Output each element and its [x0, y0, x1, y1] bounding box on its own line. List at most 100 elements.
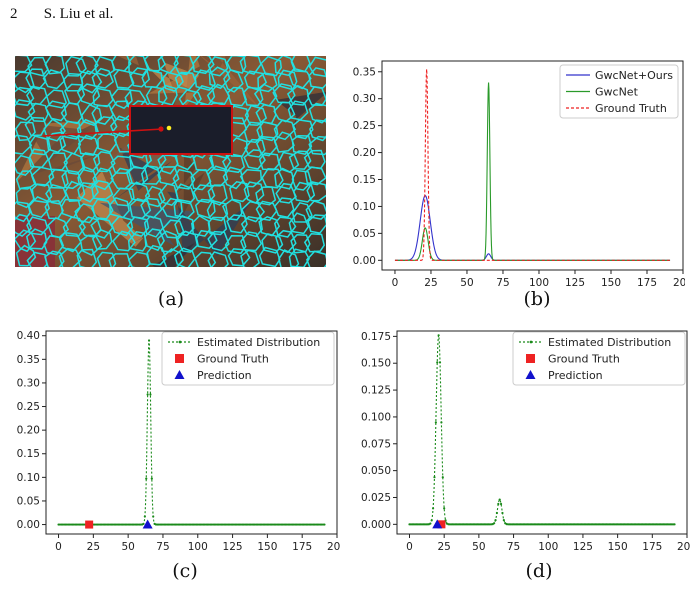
- prediction-marker: [142, 519, 153, 529]
- distribution-point: [143, 515, 146, 518]
- caption-a: (a): [157, 288, 185, 310]
- y-tick-label: 0.10: [17, 472, 40, 484]
- y-tick-label: 0.40: [17, 330, 40, 342]
- superpixel-cell: [207, 165, 229, 187]
- x-tick-label: 175: [642, 541, 662, 553]
- distribution-point: [438, 361, 442, 364]
- y-tick-label: 0.175: [361, 331, 391, 343]
- x-tick-label: 125: [565, 277, 585, 289]
- distribution-point: [498, 498, 501, 501]
- superpixel-cell: [113, 69, 135, 89]
- legend-box: [161, 331, 335, 386]
- x-tick-label: 200: [677, 541, 690, 553]
- superpixel-cell: [161, 197, 183, 219]
- superpixel-cell: [261, 168, 284, 189]
- superpixel-cell: [288, 212, 310, 235]
- distribution-point: [429, 522, 432, 525]
- superpixel-cell: [158, 182, 179, 207]
- image-patch: [152, 242, 195, 289]
- legend-swatch-point: [178, 340, 182, 344]
- x-tick-label: 200: [327, 541, 340, 553]
- superpixel-cell: [110, 100, 133, 122]
- superpixel-cell: [207, 216, 228, 236]
- y-tick-label: 0.100: [361, 411, 391, 423]
- superpixel-cell: [207, 184, 228, 206]
- superpixel-cell: [306, 181, 329, 202]
- distribution-point: [441, 476, 444, 479]
- superpixel-cell: [65, 55, 87, 77]
- page-number: 2: [10, 6, 18, 22]
- superpixel-cell: [288, 150, 312, 170]
- legend-label: Prediction: [548, 369, 603, 382]
- legend-swatch: [525, 370, 536, 379]
- y-tick-label: 0.025: [361, 492, 391, 504]
- legend-swatch: [174, 370, 185, 379]
- image-patch: [167, 191, 251, 257]
- distribution-point: [147, 339, 151, 342]
- y-tick-label: 0.10: [353, 201, 376, 213]
- distribution-point: [673, 523, 676, 526]
- superpixel-cell: [59, 120, 82, 140]
- panel-c: 0 25 50 75 100 125 150 175 200 0.00 0.05 0.10 0.15 0.…: [0, 322, 347, 554]
- x-tick-label: 75: [507, 541, 520, 553]
- superpixel-cell: [243, 121, 264, 144]
- superpixel-cell: [292, 119, 314, 140]
- superpixel-cell: [156, 230, 179, 253]
- superpixel-cell: [174, 71, 197, 91]
- x-tick-label: 50: [121, 541, 134, 553]
- x-tick-label: 150: [257, 541, 277, 553]
- superpixel-cell: [144, 228, 165, 252]
- x-tick-label: 175: [292, 541, 312, 553]
- superpixel-cell: [273, 131, 295, 153]
- series-ground-truth: [394, 69, 671, 261]
- superpixel-cell: [97, 132, 118, 153]
- panel-b: 0 25 50 75 100 125 150 175 200 0.00 0.05 0.10 0.15 0.…: [350, 52, 693, 292]
- superpixel-cell: [175, 183, 196, 205]
- x-tick-label: 25: [437, 541, 450, 553]
- x-tick-label: 200: [673, 277, 685, 289]
- superpixel-cell: [307, 214, 328, 234]
- y-tick-label: 0.075: [361, 438, 391, 450]
- superpixel-cell: [256, 121, 279, 142]
- superpixel-cell: [192, 52, 215, 75]
- superpixel-cell: [292, 181, 316, 203]
- superpixel-cell: [273, 216, 297, 238]
- x-tick-label: 0: [406, 541, 413, 553]
- highlight-box: [129, 105, 233, 155]
- superpixel-cell: [305, 200, 329, 220]
- superpixel-cell: [15, 170, 37, 190]
- superpixel-cell: [143, 215, 164, 238]
- superpixel-cell: [91, 104, 114, 125]
- superpixel-cell: [244, 138, 266, 158]
- superpixel-cell: [26, 216, 49, 236]
- superpixel-cell: [30, 166, 55, 187]
- superpixel-cell: [309, 119, 332, 142]
- x-tick-label: 50: [460, 277, 473, 289]
- legend-box: [559, 64, 679, 119]
- x-tick-label: 150: [608, 541, 628, 553]
- x-tick-label: 125: [223, 541, 243, 553]
- superpixel-cell: [158, 84, 178, 106]
- y-tick-label: 0.25: [17, 401, 40, 413]
- x-tick-label: 0: [392, 277, 399, 289]
- superpixel-cell: [291, 135, 313, 156]
- superpixel-cell: [157, 152, 179, 175]
- distribution-point: [146, 393, 149, 396]
- series-gwcnet-ours: [394, 195, 671, 261]
- superpixel-cell: [243, 70, 268, 91]
- page-header: 2 S. Liu et al.: [10, 6, 113, 23]
- distribution-point: [494, 518, 497, 522]
- superpixel-cell: [172, 168, 196, 190]
- superpixel-cell: [173, 53, 195, 76]
- plot-frame: [396, 330, 688, 535]
- superpixel-cell: [255, 200, 278, 222]
- superpixel-cell: [273, 197, 295, 219]
- y-tick-label: 0.35: [353, 66, 376, 78]
- distribution-point: [430, 519, 433, 522]
- superpixel-cell: [58, 231, 82, 253]
- superpixel-cell: [221, 198, 243, 221]
- superpixel-cell: [42, 69, 66, 90]
- superpixel-cell: [46, 131, 67, 154]
- superpixel-cell: [44, 100, 68, 122]
- running-authors: S. Liu et al.: [43, 6, 114, 22]
